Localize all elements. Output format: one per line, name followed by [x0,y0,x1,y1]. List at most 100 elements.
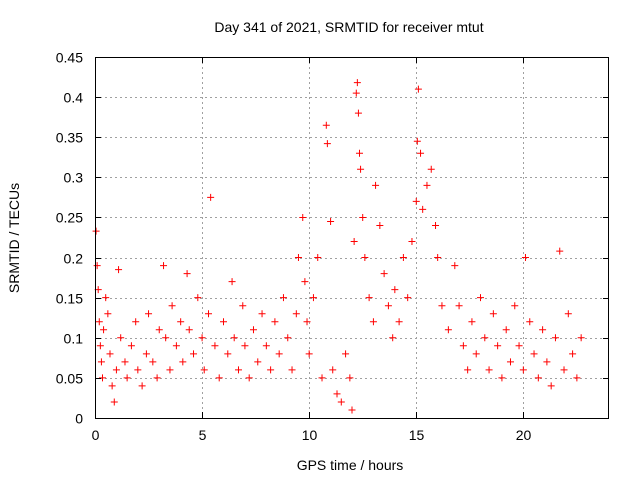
data-point [530,350,538,358]
data-point [534,374,542,382]
data-point [110,398,118,406]
data-point [468,318,476,326]
data-point [372,181,380,189]
data-point [160,262,168,270]
data-point [279,294,287,302]
data-point [258,310,266,318]
data-point [414,85,422,93]
data-point [275,350,283,358]
data-point [254,358,262,366]
data-point [121,358,129,366]
grid-layer [95,57,609,418]
data-point [220,318,227,326]
data-point [389,334,397,342]
plot-frame [95,57,609,419]
data-point [115,266,123,274]
data-point [354,109,362,117]
data-point [249,326,257,334]
data-point [98,374,106,382]
data-point [200,366,208,374]
y-tick-label: 0.4 [64,90,84,106]
data-point [333,390,341,398]
data-point [352,89,360,97]
y-tick-label: 0.25 [56,210,83,226]
data-point [472,350,480,358]
data-point [241,342,249,350]
data-point [413,137,421,145]
data-point [560,366,568,374]
data-point [142,350,150,358]
data-point [228,278,236,286]
data-point [526,318,534,326]
x-tick-label: 15 [409,427,425,443]
data-point [166,366,174,374]
data-point [380,270,388,278]
data-point [153,374,161,382]
y-tick-label: 0 [75,411,83,427]
data-point [322,121,330,129]
y-tick-label: 0.1 [64,331,84,347]
data-point [205,310,213,318]
data-point [234,366,242,374]
data-point [543,358,551,366]
chart-title: Day 341 of 2021, SRMTID for receiver mtu… [214,19,483,35]
y-tick-label: 0.2 [64,251,84,267]
data-point [359,213,367,221]
data-point [155,326,163,334]
x-tick-label: 0 [92,427,100,443]
data-point [485,366,493,374]
data-point [190,350,198,358]
data-point [438,302,446,310]
data-point [519,366,527,374]
data-point [355,149,363,157]
data-point [327,217,335,225]
data-point [459,342,467,350]
y-tick-label: 0.45 [56,50,83,66]
data-point [408,238,416,246]
data-point [511,302,519,310]
data-point [569,350,577,358]
y-tick-label: 0.35 [56,130,83,146]
data-point [224,350,232,358]
y-tick-label: 0.15 [56,291,83,307]
data-point [198,334,206,342]
data-point [132,318,140,326]
data-point [117,334,125,342]
tick-layer: 0 0.05 0.1 0.15 0.2 0.25 0.3 0.35 0.4 0.45 0 5 10 15 2… [56,50,609,443]
data-point [299,213,307,221]
data-point [102,294,110,302]
data-point [432,221,440,229]
data-point [515,342,523,350]
data-point [112,366,120,374]
data-point [353,79,361,87]
data-point [149,358,157,366]
data-point [267,366,275,374]
data-point [489,310,497,318]
data-point [577,334,585,342]
data-point [434,254,442,262]
x-axis-label: GPS time / hours [297,457,404,473]
data-point [168,302,176,310]
data-point [127,342,135,350]
data-point [284,334,292,342]
data-point [395,318,403,326]
y-tick-label: 0.05 [56,371,83,387]
data-point [357,165,365,173]
data-point [494,342,502,350]
data-point [309,294,317,302]
data-point [301,278,309,286]
data-point [230,334,238,342]
data-point [172,342,180,350]
data-point [138,382,146,390]
data-point [391,286,399,294]
data-point [521,254,529,262]
data-point [417,149,425,157]
data-point [502,326,510,334]
data-point [376,221,384,229]
data-point [451,262,459,270]
data-point [245,374,253,382]
data-point [177,318,185,326]
data-point [92,227,100,235]
data-point [498,374,506,382]
data-point [185,326,193,334]
